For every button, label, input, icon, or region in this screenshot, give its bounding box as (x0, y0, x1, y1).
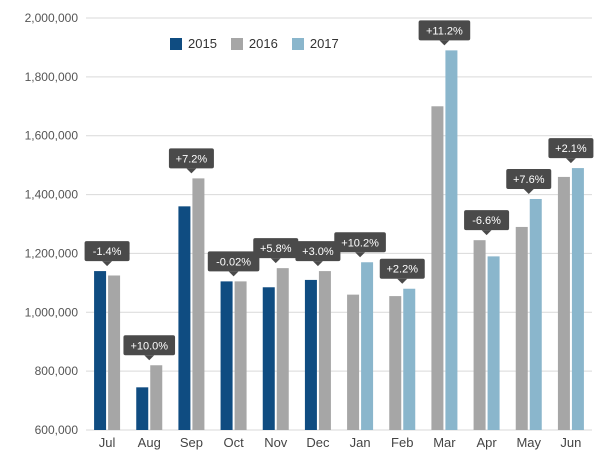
x-tick-label: Jan (350, 435, 371, 450)
x-tick-label: May (516, 435, 541, 450)
y-tick-label: 800,000 (35, 364, 79, 378)
x-tick-label: Aug (138, 435, 161, 450)
bar-2017-feb (403, 288, 416, 430)
bar-2016-jul (108, 275, 121, 430)
annotation-box (379, 258, 425, 279)
annotation-pointer (523, 188, 534, 194)
annotation-box (168, 148, 214, 169)
x-tick-label: Nov (264, 435, 288, 450)
legend-label-2015: 2015 (188, 36, 217, 51)
bar-2016-jan (347, 294, 360, 430)
annotation-label: +2.1% (555, 143, 587, 155)
annotation-box (253, 238, 299, 259)
annotation-pointer (186, 168, 197, 174)
legend-swatch-2017 (291, 37, 304, 50)
bar-2016-oct (234, 281, 247, 430)
annotation-pointer (565, 158, 576, 164)
annotation-box (418, 20, 471, 41)
annotation-pointer (312, 261, 323, 267)
annotation-box (84, 241, 130, 262)
y-tick-label: 1,400,000 (25, 188, 79, 202)
bar-2017-apr (487, 256, 500, 430)
annotation-pointer (228, 271, 239, 277)
annotation-pointer (355, 252, 366, 258)
y-tick-label: 1,000,000 (25, 305, 79, 319)
annotation-box (334, 232, 386, 253)
bar-2017-may (529, 198, 542, 430)
annotation-pointer (270, 258, 281, 264)
annotation-label: -6.6% (472, 215, 501, 227)
x-tick-label: Jun (560, 435, 581, 450)
bar-2015-sep (178, 206, 191, 430)
x-tick-label: Dec (306, 435, 330, 450)
legend-label-2017: 2017 (309, 36, 339, 51)
legend: 2015 2016 2017 (170, 36, 339, 51)
bar-2016-feb (389, 296, 402, 430)
annotation-box (506, 168, 552, 189)
annotation-pointer (144, 355, 155, 361)
x-tick-label: Jul (99, 435, 116, 450)
annotation-pointer (102, 261, 113, 267)
annotation-label: +11.2% (426, 25, 463, 37)
annotation-label: +3.0% (302, 246, 334, 258)
x-tick-label: Mar (433, 435, 456, 450)
bar-2015-jul (94, 271, 107, 430)
legend-label-2016: 2016 (248, 36, 278, 51)
annotation-box (464, 210, 510, 231)
x-tick-label: Oct (223, 435, 244, 450)
bar-2015-nov (262, 287, 275, 430)
annotation-pointer (439, 40, 450, 46)
y-tick-label: 1,800,000 (25, 70, 79, 84)
bar-2016-dec (318, 271, 331, 430)
annotation-label: +2.2% (387, 264, 419, 276)
legend-item-2017: 2017 (291, 36, 339, 51)
annotation-label: -0.02% (216, 256, 251, 268)
annotation-label: +5.8% (260, 243, 292, 255)
bar-2016-aug (150, 365, 163, 430)
bar-2016-sep (192, 178, 205, 430)
legend-item-2015: 2015 (170, 36, 217, 51)
annotation-box (295, 241, 341, 262)
legend-swatch-2015 (170, 37, 182, 50)
bar-2015-dec (304, 279, 317, 430)
y-tick-label: 1,600,000 (25, 129, 79, 143)
bar-2015-aug (136, 387, 149, 430)
bar-2017-mar (445, 50, 458, 430)
annotation-box (548, 138, 594, 159)
annotation-label: +7.6% (513, 174, 545, 186)
annotation-label: +7.2% (176, 153, 208, 165)
bar-2016-nov (276, 268, 289, 430)
bar-2016-apr (473, 240, 486, 430)
bar-2015-oct (220, 281, 233, 430)
y-tick-label: 1,200,000 (25, 246, 79, 260)
annotation-box (123, 335, 176, 356)
y-tick-label: 600,000 (35, 423, 79, 437)
x-tick-label: Apr (476, 435, 497, 450)
bar-2017-jun (571, 168, 584, 431)
annotation-label: +10.2% (341, 237, 379, 249)
y-tick-label: 2,000,000 (25, 11, 79, 25)
x-tick-label: Feb (391, 435, 413, 450)
annotation-label: +10.0% (130, 340, 168, 352)
annotation-pointer (397, 278, 408, 284)
legend-swatch-2016 (230, 37, 243, 50)
annotation-box (207, 251, 260, 272)
bar-2016-may (515, 226, 528, 430)
bar-2016-jun (557, 176, 570, 430)
bar-2016-mar (431, 106, 444, 431)
annotation-label: -1.4% (93, 246, 122, 258)
bar-2017-jan (361, 262, 374, 430)
x-tick-label: Sep (180, 435, 203, 450)
annotation-pointer (481, 230, 492, 236)
legend-item-2016: 2016 (230, 36, 278, 51)
